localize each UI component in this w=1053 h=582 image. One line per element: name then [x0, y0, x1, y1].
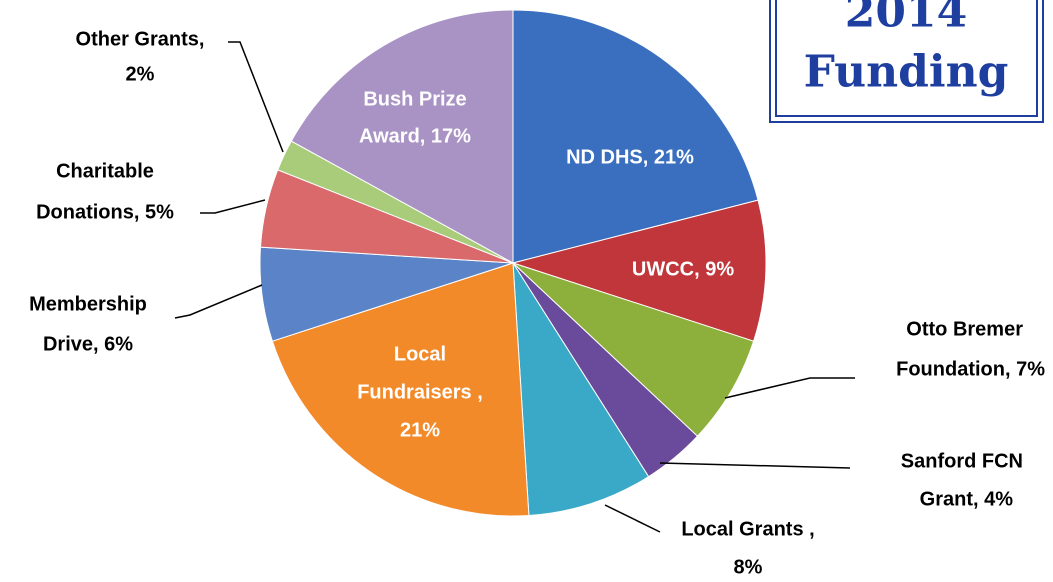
data-label: Sanford FCN [901, 450, 1023, 472]
title-box-inner [775, 0, 1038, 117]
data-label: Otto Bremer [906, 318, 1023, 340]
data-label: Donations, 5% [36, 201, 174, 223]
data-label: Foundation, 7% [896, 358, 1045, 380]
data-label: Charitable [56, 160, 154, 182]
leader-line [659, 462, 851, 469]
data-label: 2% [126, 63, 155, 85]
chart-title: Funding [804, 47, 1009, 98]
data-label: Membership [29, 293, 147, 315]
chart-title: 2014 [845, 0, 967, 38]
data-label: Drive, 6% [43, 333, 133, 355]
data-label: UWCC, 9% [632, 258, 734, 280]
data-label: 8% [734, 556, 763, 578]
data-label: Fundraisers , [357, 381, 483, 403]
title-box [769, 0, 1044, 123]
data-label: Local [394, 343, 446, 365]
leader-line [604, 504, 661, 533]
data-label: Award, 17% [359, 125, 471, 147]
labels: ND DHS, 21% UWCC, 9% Otto Bremer Foundation… [29, 28, 1045, 578]
leader-line [174, 284, 263, 319]
data-label: Bush Prize [363, 88, 466, 110]
pie [259, 9, 767, 517]
data-label: ND DHS, 21% [566, 146, 694, 168]
slice [512, 9, 759, 264]
leader-line [200, 199, 266, 214]
leader-line [724, 377, 855, 399]
slice [512, 262, 650, 517]
data-label: Local Grants , [681, 518, 814, 540]
slice [271, 262, 530, 517]
slice [512, 262, 755, 437]
data-label: Grant, 4% [920, 488, 1014, 510]
data-label: 21% [400, 419, 440, 441]
data-label: Other Grants, [76, 28, 205, 50]
leader-line [228, 41, 284, 153]
leader-lines [174, 41, 855, 533]
slice [511, 199, 767, 342]
slice [290, 9, 514, 264]
